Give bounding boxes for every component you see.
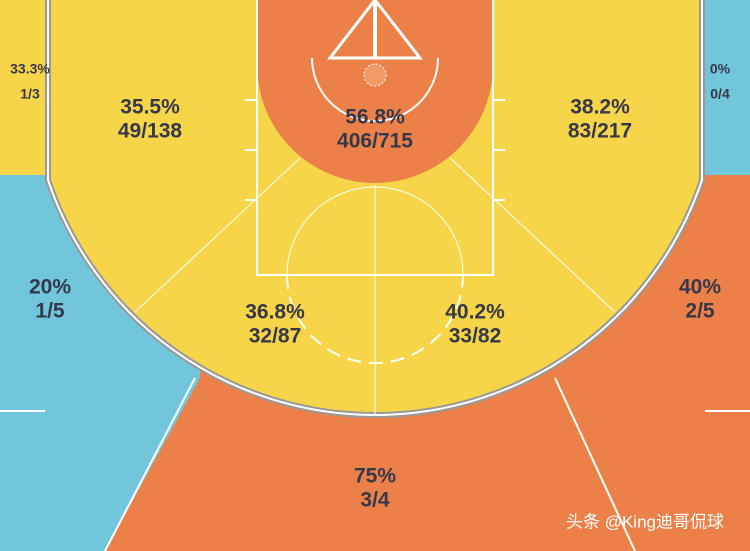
zone-divider — [449, 157, 616, 313]
zone-percentage: 36.8% — [245, 301, 305, 324]
right-corner-zone — [705, 0, 750, 175]
zone-made-attempts: 33/82 — [449, 325, 502, 348]
zone-percentage: 20% — [29, 276, 71, 299]
zone-labels: 33.3% 1/3 0% 0/4 35.5%49/138 56.8%406/715 38.2… — [10, 61, 731, 512]
zone-percentage: 40.2% — [445, 301, 505, 324]
three-point-line — [47, 0, 703, 417]
zone-percentage: 38.2% — [570, 96, 630, 119]
zone-made-attempts: 2/5 — [685, 300, 715, 323]
zone-percentage: 40% — [679, 276, 721, 299]
zone-made-attempts: 83/217 — [568, 120, 632, 143]
restricted-arc — [311, 57, 439, 122]
zone-percentage: 75% — [354, 465, 396, 488]
zone-made-attempts: 32/87 — [249, 325, 302, 348]
zone-made-attempts: 406/715 — [337, 130, 413, 153]
left-corner-zone — [0, 0, 48, 175]
hoop — [363, 63, 387, 87]
zone-percentage: 0% — [710, 61, 731, 77]
zone-percentage: 33.3% — [10, 61, 50, 77]
zone-made-attempts: 1/3 — [20, 86, 40, 102]
zone-made-attempts: 3/4 — [360, 489, 390, 512]
zone-made-attempts: 0/4 — [710, 86, 730, 102]
zone-percentage: 56.8% — [345, 106, 405, 129]
zone-divider — [554, 377, 636, 551]
restricted-zone — [257, 0, 493, 183]
zone-divider — [104, 377, 196, 551]
zone-divider — [134, 157, 301, 313]
zone-made-attempts: 49/138 — [118, 120, 183, 143]
zone-made-attempts: 1/5 — [35, 300, 65, 323]
watermark: 头条 @King迪哥侃球 — [566, 512, 724, 531]
zone-percentage: 35.5% — [120, 96, 180, 119]
